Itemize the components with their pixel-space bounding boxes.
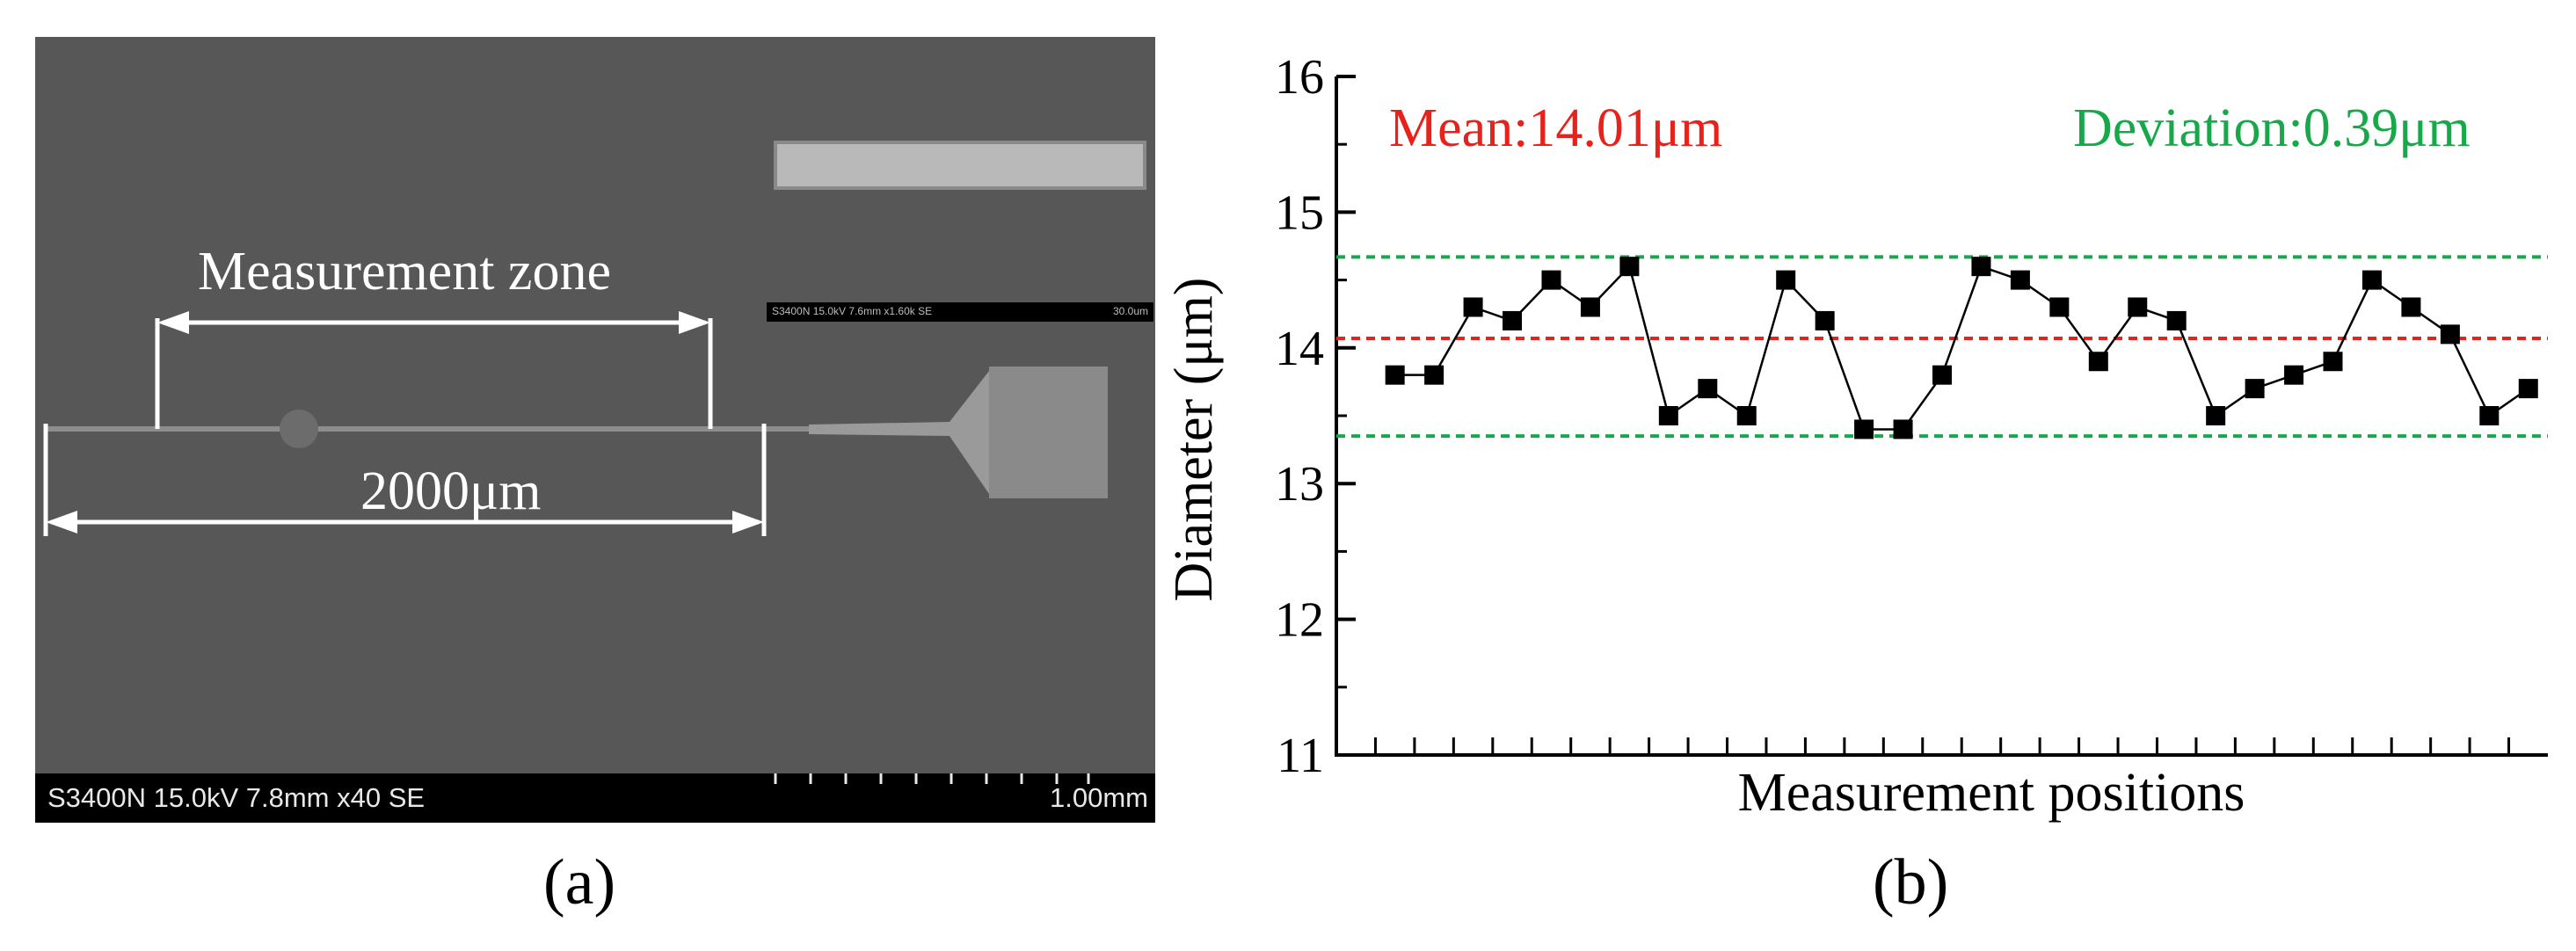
data-point	[1580, 297, 1600, 317]
x-axis-title: Measurement positions	[1738, 763, 2245, 823]
mean-annotation: Mean:14.01μm	[1389, 98, 1722, 158]
data-point	[2128, 297, 2148, 317]
data-point	[2088, 352, 2108, 372]
data-point	[1736, 406, 1757, 425]
data-point	[2166, 310, 2187, 330]
inset-info-bar: S3400N 15.0kV 7.6mm x1.60k SE 30.0um	[767, 302, 1153, 322]
data-point	[2206, 406, 2226, 425]
data-point	[2401, 297, 2421, 317]
reference-lines	[1336, 255, 2548, 439]
data-point	[1424, 365, 1444, 385]
data-point	[1385, 365, 1405, 385]
data-point	[2323, 352, 2343, 372]
inset-scale-text: 30.0um	[1112, 305, 1148, 317]
data-point	[1698, 379, 1718, 399]
data-point	[1776, 270, 1796, 290]
data-point	[2518, 379, 2538, 399]
data-point	[1541, 270, 1561, 290]
length-label: 2000μm	[360, 461, 542, 521]
electrode-pad	[989, 367, 1108, 498]
measurement-zone-label: Measurement zone	[198, 242, 611, 301]
y-tick-label: 16	[1275, 50, 1324, 105]
fiber-taper	[809, 371, 989, 494]
data-point	[2245, 379, 2265, 399]
sem-info-text: S3400N 15.0kV 7.8mm x40 SE	[47, 782, 426, 813]
y-tick-label: 15	[1275, 185, 1324, 240]
data-point	[1815, 310, 1835, 330]
series-line	[1394, 264, 2529, 431]
sem-scale-text: 1.00mm	[1050, 782, 1148, 813]
y-tick-label: 14	[1275, 322, 1324, 376]
sem-info-bar: S3400N 15.0kV 7.8mm x40 SE 1.00mm	[35, 773, 1155, 823]
data-point	[1463, 297, 1483, 317]
inset-info-text: S3400N 15.0kV 7.6mm x1.60k SE	[772, 305, 933, 317]
length-arrow	[43, 424, 767, 536]
data-point	[1658, 406, 1678, 425]
y-tick-label: 13	[1275, 457, 1324, 512]
diameter-series	[1385, 257, 2538, 439]
deviation-annotation: Deviation:0.39μm	[2073, 98, 2470, 158]
bright-spot	[280, 410, 318, 448]
data-point	[1971, 257, 1991, 277]
inset-fiber-surface	[774, 141, 1146, 190]
data-point	[2479, 406, 2500, 425]
chart-axes: 11 12 13 14 15 16	[1275, 50, 2548, 783]
diameter-chart: 11 12 13 14 15 16 Mean:14.01μm Deviation:0.39…	[1164, 50, 2548, 823]
data-point	[1932, 365, 1952, 385]
y-tick-label: 12	[1275, 593, 1324, 648]
panel-b-label: (b)	[1873, 846, 1949, 918]
data-point	[2361, 270, 2382, 290]
data-point	[1619, 257, 1640, 277]
data-point	[1854, 419, 1874, 439]
y-axis-title: Diameter (μm)	[1164, 278, 1224, 602]
sem-image	[43, 141, 1146, 536]
data-point	[1503, 310, 1523, 330]
data-point	[2010, 270, 2030, 290]
panel-a-label: (a)	[543, 846, 616, 918]
data-point	[2284, 365, 2304, 385]
sem-micrograph: S3400N 15.0kV 7.6mm x1.60k SE 30.0um Mea…	[35, 37, 1155, 823]
measurement-zone-arrow	[155, 311, 713, 429]
sem-scale-ticks	[774, 773, 1090, 784]
data-point	[2049, 297, 2070, 317]
data-point	[2440, 324, 2460, 345]
y-tick-label: 11	[1277, 729, 1324, 783]
data-point	[1893, 419, 1913, 439]
